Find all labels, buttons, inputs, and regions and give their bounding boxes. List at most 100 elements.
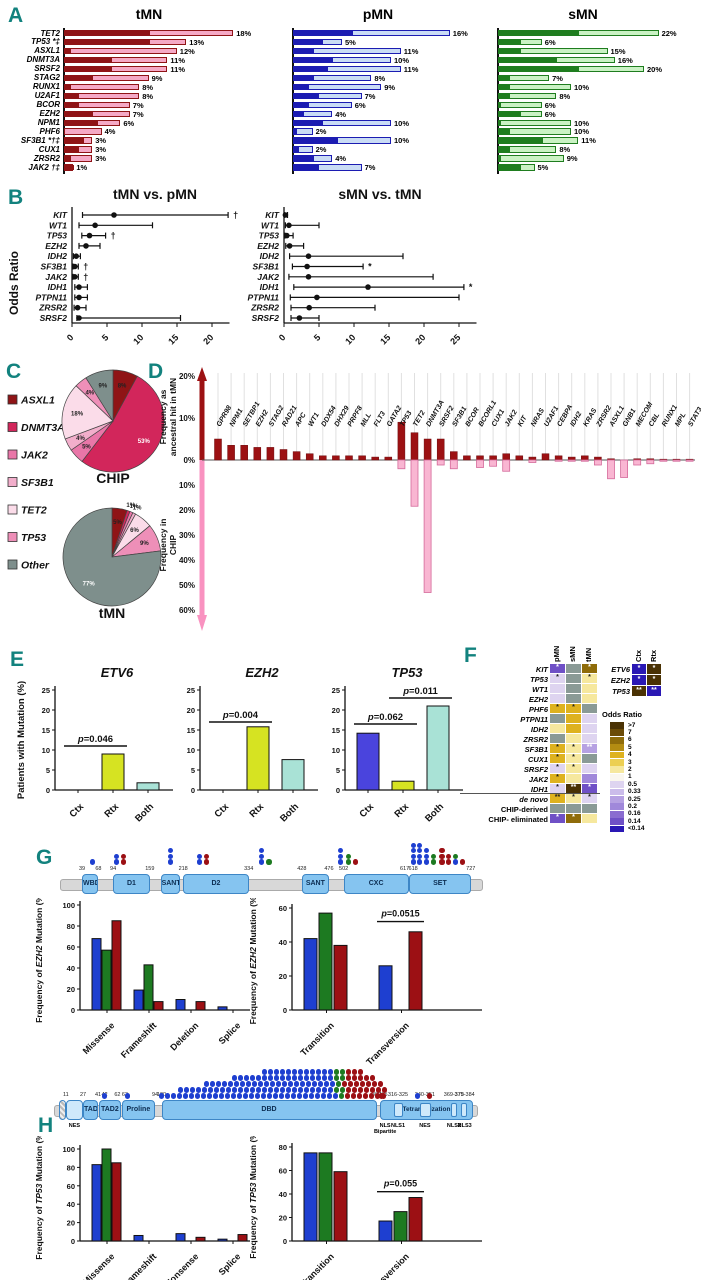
protein-domain-d2: D2 xyxy=(183,874,249,894)
bar xyxy=(303,938,318,1011)
lollipop-dot xyxy=(370,1087,376,1093)
odds-ratio-point xyxy=(72,263,78,270)
tspan-element: p xyxy=(367,712,374,723)
lollipop-dot xyxy=(276,1081,282,1087)
category-label: Splice xyxy=(217,1020,243,1046)
lollipop-dot xyxy=(348,1081,354,1087)
lollipop-dot xyxy=(280,1069,286,1075)
lollipop-dot xyxy=(338,853,344,859)
lollipop-dot xyxy=(352,1087,358,1093)
label: 0 xyxy=(71,1006,75,1015)
stacked-bar-dark-segment xyxy=(499,84,510,89)
stacked-bar xyxy=(64,83,140,90)
bar-value-label: 7% xyxy=(132,109,144,119)
pie-slice-label: 9% xyxy=(99,384,108,390)
heatmap-row-label: TP53 xyxy=(612,687,630,696)
lollipop-dot xyxy=(244,1087,250,1093)
stacked-bar-dark-segment xyxy=(499,111,521,116)
colorbar-label: 0.14 xyxy=(628,817,641,825)
colorbar-label: 5 xyxy=(628,743,632,751)
gene-label: STAG2 xyxy=(33,73,60,83)
lollipop-dot xyxy=(208,1087,214,1093)
bar-value-label: 15% xyxy=(610,46,626,56)
label: 0 xyxy=(46,786,50,795)
bar-value-label: 22% xyxy=(661,29,677,38)
y-axis-line xyxy=(63,28,65,174)
up-bar xyxy=(240,445,248,461)
heatmap-cell xyxy=(582,694,597,703)
stacked-bar xyxy=(64,38,187,46)
residue-number: 218 xyxy=(178,866,188,872)
protein-domain-tad1: TAD1 xyxy=(83,1100,99,1120)
forest-gene-label: SF3B1 xyxy=(253,262,280,272)
heatmap-row-label: IDH1 xyxy=(530,784,548,794)
lollipop-dot xyxy=(113,859,120,865)
label: 10 xyxy=(131,332,145,346)
stacked-bar-dark-segment xyxy=(65,84,71,89)
label: 60 xyxy=(279,1167,287,1176)
up-bar xyxy=(436,438,445,461)
protein-domain-sant: SANT xyxy=(301,874,329,894)
colorbar-label: 0.33 xyxy=(628,788,641,796)
lollipop-dot xyxy=(417,853,423,859)
stacked-bar-dark-segment xyxy=(65,31,150,36)
lollipop-dot xyxy=(318,1081,324,1087)
bar-value-label: 5% xyxy=(345,37,356,47)
heatmap-cell xyxy=(566,684,581,693)
gene-label: KIT xyxy=(517,414,529,428)
lollipop-dot xyxy=(382,1087,388,1093)
colorbar-swatch xyxy=(610,736,624,744)
tspan-element: Mutation (%) xyxy=(248,898,258,947)
protein-domain-proline: Proline xyxy=(121,1100,156,1120)
label: 40 xyxy=(279,938,287,947)
stacked-bar xyxy=(64,137,93,144)
label: 5 xyxy=(336,766,340,775)
stacked-bar xyxy=(498,47,608,55)
gene-label: SF3B1 *†‡ xyxy=(20,135,60,145)
bar-value-label: 8% xyxy=(142,82,154,92)
up-tick: 0% xyxy=(183,456,195,465)
bar-value-label: 4% xyxy=(335,154,347,164)
pie-slice-label: 1% xyxy=(133,506,142,512)
bar-value-label: 8% xyxy=(559,91,571,101)
stacked-bar-dark-segment xyxy=(499,102,502,107)
pie-slice xyxy=(62,507,162,607)
stacked-bar xyxy=(293,56,391,64)
stacked-bar-dark-segment xyxy=(499,75,510,81)
gene-label: DNMT3A xyxy=(26,55,60,65)
stacked-bar xyxy=(293,128,313,135)
residue-number: 727 xyxy=(466,866,476,872)
label: 0 xyxy=(71,1237,75,1246)
odds-ratio-point xyxy=(314,294,320,301)
up-bar xyxy=(253,447,262,461)
stacked-bar xyxy=(293,30,450,37)
label: 25 xyxy=(42,686,50,695)
up-bar xyxy=(214,438,222,461)
down-bar xyxy=(423,459,432,593)
pie-slice-label: 6% xyxy=(130,528,139,534)
bar xyxy=(91,938,102,1011)
lollipop-dot xyxy=(376,1087,382,1093)
odds-ratio-point xyxy=(111,212,117,218)
heatmap-cell: * xyxy=(550,774,565,783)
stacked-bar-dark-segment xyxy=(294,138,339,143)
significance-mark: † xyxy=(83,262,88,272)
down-bar xyxy=(633,459,642,466)
lollipop-dot xyxy=(178,1087,184,1093)
label: 20 xyxy=(67,1219,75,1228)
stacked-bar xyxy=(64,47,177,55)
lollipop-dot xyxy=(430,853,437,859)
lollipop-dot xyxy=(410,848,416,854)
label: 10 xyxy=(42,746,50,755)
colorbar-swatch xyxy=(610,825,624,833)
tspan-element: EZH2 xyxy=(34,945,44,967)
stacked-bar xyxy=(293,137,391,144)
down-bar xyxy=(476,459,484,468)
heatmap-cell xyxy=(582,704,597,713)
bar xyxy=(91,1164,102,1242)
bar-value-label: 10% xyxy=(394,55,410,65)
residue-number: 39 xyxy=(78,866,86,872)
pie-slice-label: 18% xyxy=(71,412,84,418)
category-label: Rtx xyxy=(103,801,122,820)
legend-swatch xyxy=(7,532,18,542)
